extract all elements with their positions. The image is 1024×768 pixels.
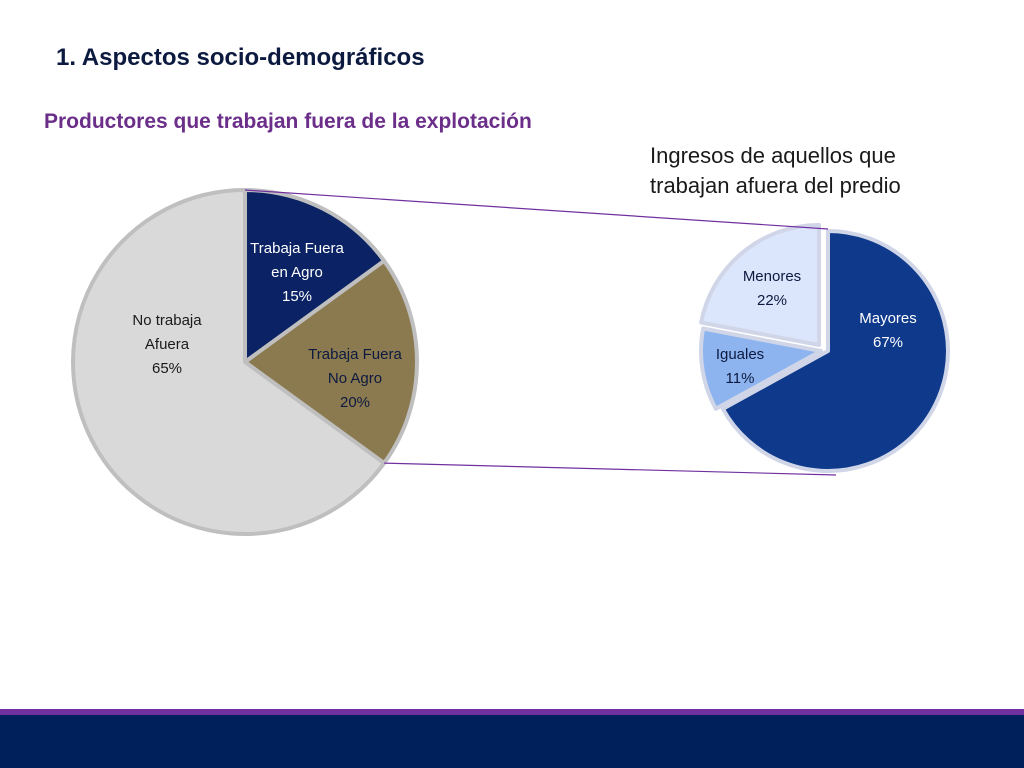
pie2-data-label: Menores 22% xyxy=(707,265,837,313)
slice-value-label: 15% xyxy=(281,288,313,305)
chart2-title: Ingresos de aquellos que trabajan afuera… xyxy=(650,143,901,198)
footer-accent-line xyxy=(0,709,1024,715)
slice-value-label: 22% xyxy=(756,292,788,309)
pie1-slice-trabaja-fuera-no-agro xyxy=(243,258,419,466)
connector-line-top xyxy=(244,189,829,230)
pie2-slice-menores xyxy=(699,223,821,347)
pie2-slice-iguales xyxy=(699,326,823,411)
slice-name-label: Trabaja Fuera xyxy=(308,346,402,363)
slice-name-label: Mayores xyxy=(859,310,917,327)
footer-band xyxy=(0,715,1024,768)
slice-name-label: Trabaja Fuera xyxy=(250,240,344,257)
pie1-data-label: Trabaja Fuera No Agro 20% xyxy=(290,343,420,415)
slice-name-label: No trabaja xyxy=(132,312,202,329)
section-title: 1. Aspectos socio-demográficos xyxy=(56,44,425,71)
slice-value-label: 65% xyxy=(151,360,183,377)
pie2-slice-mayores xyxy=(720,229,950,473)
pie1-data-label: No trabaja Afuera 65% xyxy=(102,309,232,381)
pie2-data-label: Mayores 67% xyxy=(823,307,953,355)
slice-name-label: en Agro xyxy=(271,264,323,281)
slice-name-label: Menores xyxy=(742,268,802,285)
slice-name-label: Iguales xyxy=(715,346,765,363)
pie1-slice-no-trabaja-afuera xyxy=(71,188,387,536)
slice-value-label: 11% xyxy=(725,370,755,387)
chart1-title: Productores que trabajan fuera de la exp… xyxy=(44,110,532,133)
connector-line-bottom xyxy=(384,462,837,476)
slice-value-label: 67% xyxy=(872,334,904,351)
pie2-data-label: Iguales 11% xyxy=(675,343,805,391)
slice-value-label: 20% xyxy=(339,394,371,411)
slice-name-label: No Agro xyxy=(327,370,383,387)
pie1-data-label: Trabaja Fuera en Agro 15% xyxy=(232,237,362,309)
slice-name-label: Afuera xyxy=(144,336,190,353)
